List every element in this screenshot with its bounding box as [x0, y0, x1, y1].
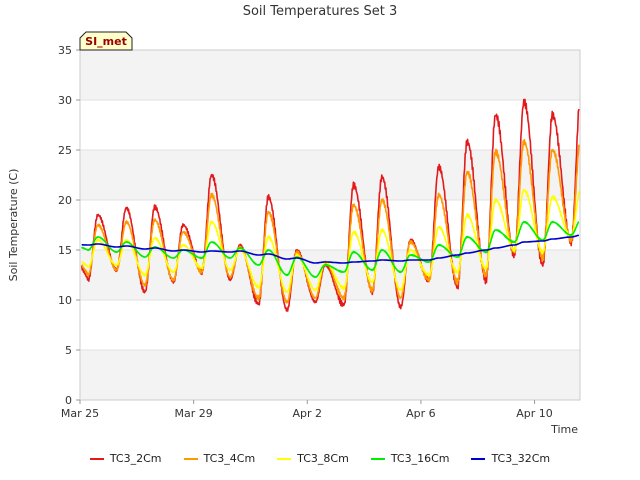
series-line-TC3_32Cm	[81, 234, 580, 264]
legend-swatch	[183, 457, 198, 460]
legend-item: TC3_2Cm	[89, 452, 162, 465]
series-lines	[80, 98, 580, 312]
legend-label: TC3_32Cm	[491, 452, 551, 465]
grid-band	[80, 50, 580, 100]
legend-item: TC3_32Cm	[471, 452, 550, 465]
series-line-TC3_2Cm	[80, 98, 580, 312]
y-tick-label: 35	[58, 44, 72, 57]
x-tick-label: Mar 29	[175, 407, 213, 420]
legend-item: TC3_16Cm	[370, 452, 450, 465]
y-tick-label: 10	[58, 294, 72, 307]
legend-swatch	[370, 457, 385, 460]
x-tick-label: Apr 2	[293, 407, 323, 420]
y-axis-ticks: 0 5 10 15 20 25 30 35	[58, 44, 80, 407]
legend-label: TC3_8Cm	[297, 452, 349, 465]
y-axis-label: Soil Temperature (C)	[7, 169, 20, 282]
x-tick-label: Mar 25	[61, 407, 99, 420]
legend-swatch	[277, 457, 292, 460]
series-line-TC3_16Cm	[81, 220, 580, 279]
legend-label: TC3_4Cm	[203, 452, 256, 465]
legend-label: TC3_16Cm	[390, 452, 450, 465]
legend-swatch	[89, 457, 104, 460]
plot-frame	[79, 49, 581, 401]
site-badge-label: SI_met	[85, 35, 127, 48]
series-line-TC3_4Cm	[81, 138, 580, 304]
legend-item: TC3_4Cm	[183, 452, 256, 465]
chart-title: Soil Temperatures Set 3	[243, 4, 398, 19]
grid-band	[80, 150, 580, 200]
y-tick-label: 5	[65, 344, 72, 357]
y-tick-label: 0	[65, 394, 72, 407]
legend-swatch	[471, 457, 486, 460]
legend-label: TC3_2Cm	[109, 452, 162, 465]
y-tick-label: 25	[58, 144, 72, 157]
x-tick-label: Apr 6	[406, 407, 436, 420]
y-tick-label: 20	[58, 194, 72, 207]
legend-item: TC3_8Cm	[277, 452, 349, 465]
grid-band	[80, 250, 580, 300]
y-tick-label: 15	[58, 244, 72, 257]
y-tick-label: 30	[58, 94, 72, 107]
x-axis-ticks: Mar 25 Mar 29 Apr 2 Apr 6 Apr 10	[61, 400, 553, 420]
x-axis-label: Time	[550, 423, 578, 436]
site-badge: SI_met	[79, 31, 133, 51]
grid-band	[80, 350, 580, 400]
legend: TC3_2Cm TC3_4Cm TC3_8Cm TC3_16Cm TC3_32Cm	[0, 452, 640, 465]
x-tick-label: Apr 10	[516, 407, 553, 420]
